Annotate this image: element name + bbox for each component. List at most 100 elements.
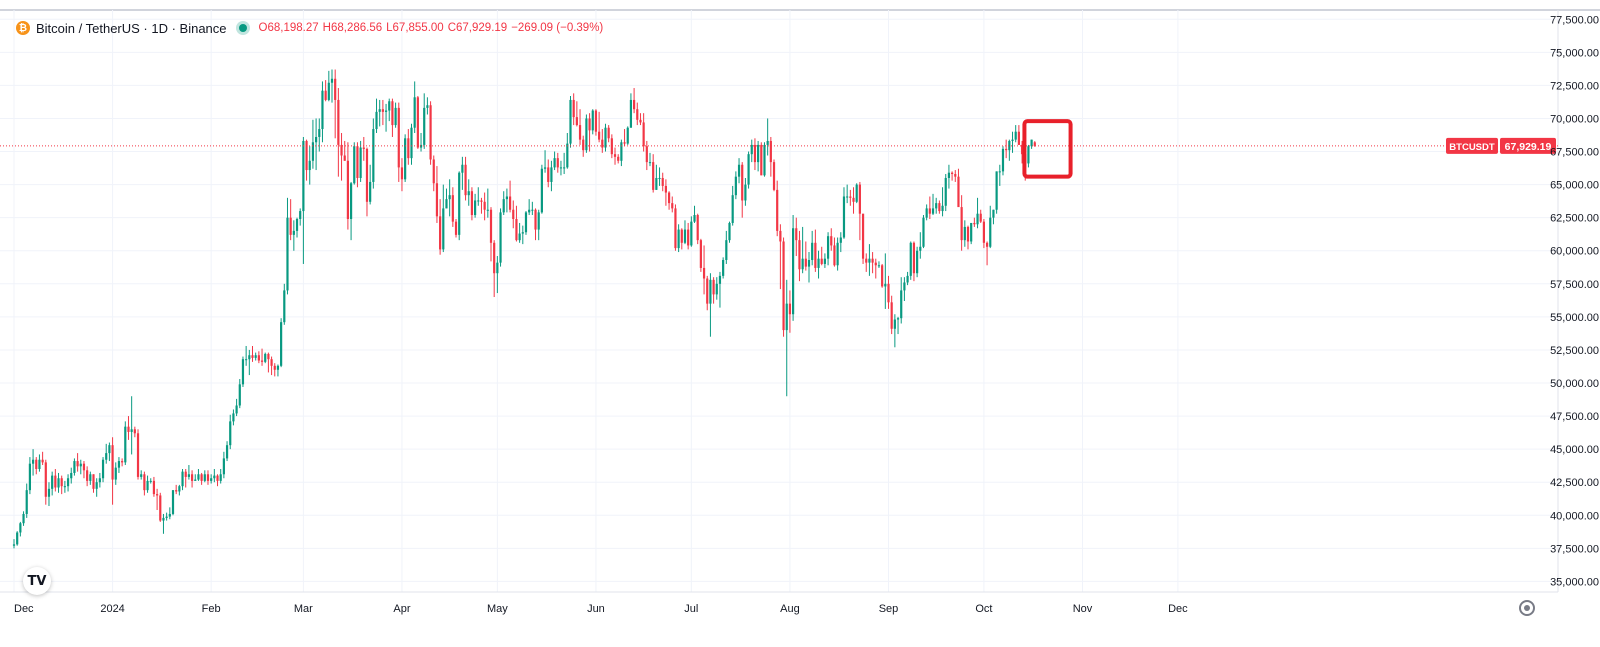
x-tick-label[interactable]: Oct (975, 603, 992, 615)
candle-body[interactable] (273, 365, 276, 370)
candle-body[interactable] (718, 275, 722, 284)
candle-body[interactable] (884, 283, 887, 287)
candle-body[interactable] (728, 222, 731, 241)
candle-body[interactable] (181, 471, 184, 487)
candle-body[interactable] (400, 167, 404, 180)
candle-body[interactable] (687, 229, 690, 246)
candle-body[interactable] (524, 212, 528, 233)
candle-body[interactable] (416, 97, 419, 148)
candle-body[interactable] (248, 355, 251, 360)
candle-body[interactable] (521, 232, 524, 234)
candle-body[interactable] (1005, 148, 1008, 151)
candle-body[interactable] (861, 213, 865, 259)
candle-body[interactable] (693, 215, 696, 222)
candle-body[interactable] (324, 90, 327, 100)
candle-body[interactable] (47, 488, 51, 497)
candle-body[interactable] (623, 142, 626, 144)
candle-body[interactable] (957, 176, 960, 208)
candle-body[interactable] (95, 482, 98, 489)
candle-body[interactable] (566, 143, 569, 168)
candle-body[interactable] (925, 208, 928, 218)
candle-body[interactable] (912, 242, 916, 274)
candle-body[interactable] (858, 184, 861, 214)
candle-body[interactable] (264, 353, 267, 362)
candle-body[interactable] (197, 474, 200, 480)
candle-body[interactable] (1008, 140, 1011, 151)
candle-body[interactable] (111, 445, 114, 480)
candle-body[interactable] (372, 129, 375, 182)
candle-body[interactable] (508, 196, 512, 210)
candle-body[interactable] (213, 475, 216, 479)
candle-body[interactable] (470, 191, 474, 216)
candle-body[interactable] (105, 453, 108, 460)
candle-body[interactable] (636, 109, 639, 120)
candle-body[interactable] (512, 209, 515, 219)
candle-body[interactable] (489, 209, 493, 243)
candle-body[interactable] (343, 155, 346, 161)
candle-body[interactable] (874, 262, 877, 266)
candle-body[interactable] (187, 474, 190, 477)
candle-body[interactable] (499, 212, 502, 263)
candle-body[interactable] (54, 475, 57, 488)
candle-body[interactable] (868, 258, 871, 263)
candle-body[interactable] (505, 196, 508, 200)
candle-body[interactable] (60, 478, 63, 487)
candle-body[interactable] (51, 475, 54, 489)
candle-body[interactable] (378, 109, 381, 112)
candle-body[interactable] (594, 110, 598, 132)
candle-body[interactable] (540, 168, 543, 213)
candle-body[interactable] (585, 118, 588, 151)
candle-body[interactable] (865, 258, 868, 263)
candle-body[interactable] (881, 265, 884, 287)
candle-body[interactable] (788, 303, 792, 315)
candle-body[interactable] (607, 127, 610, 139)
x-tick-label[interactable]: Jun (587, 603, 605, 615)
candle-body[interactable] (998, 171, 1001, 173)
candle-body[interactable] (439, 216, 442, 250)
settings-gear-icon[interactable] (1519, 600, 1535, 616)
candle-body[interactable] (22, 513, 25, 524)
candle-body[interactable] (553, 158, 556, 168)
candle-body[interactable] (73, 461, 76, 473)
candle-body[interactable] (534, 209, 537, 230)
candle-body[interactable] (976, 213, 979, 225)
candle-body[interactable] (140, 474, 143, 477)
candle-body[interactable] (776, 189, 779, 231)
candle-body[interactable] (442, 208, 445, 250)
candle-body[interactable] (57, 478, 60, 488)
candle-body[interactable] (979, 213, 982, 222)
candle-body[interactable] (769, 140, 772, 163)
x-tick-label[interactable]: Mar (294, 603, 313, 615)
candle-body[interactable] (483, 201, 486, 210)
candle-body[interactable] (251, 355, 254, 358)
candle-body[interactable] (747, 154, 750, 185)
candle-body[interactable] (683, 229, 687, 243)
candle-body[interactable] (626, 127, 629, 144)
candle-body[interactable] (982, 221, 985, 243)
candle-body[interactable] (826, 236, 830, 259)
candle-body[interactable] (518, 233, 521, 241)
candle-body[interactable] (381, 109, 384, 112)
candle-body[interactable] (734, 176, 737, 196)
candle-body[interactable] (970, 222, 973, 242)
candle-body[interactable] (712, 279, 715, 295)
candle-body[interactable] (1011, 139, 1014, 141)
candle-body[interactable] (655, 177, 658, 190)
candle-body[interactable] (658, 177, 661, 179)
candle-body[interactable] (563, 167, 566, 169)
candle-body[interactable] (359, 147, 362, 178)
candle-body[interactable] (966, 226, 970, 242)
candle-body[interactable] (690, 221, 693, 246)
candle-body[interactable] (394, 107, 397, 126)
candle-body[interactable] (295, 218, 299, 231)
candle-body[interactable] (267, 353, 270, 360)
candle-body[interactable] (680, 229, 683, 243)
candle-body[interactable] (795, 228, 798, 241)
candle-body[interactable] (451, 195, 454, 222)
candle-body[interactable] (588, 118, 591, 131)
candle-body[interactable] (893, 319, 896, 329)
candle-body[interactable] (362, 147, 365, 149)
candle-body[interactable] (1030, 139, 1033, 147)
candle-body[interactable] (715, 283, 718, 295)
candle-body[interactable] (149, 480, 152, 482)
